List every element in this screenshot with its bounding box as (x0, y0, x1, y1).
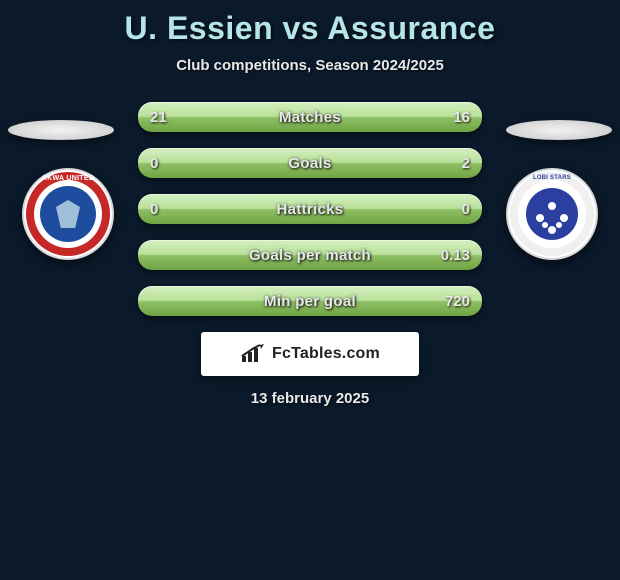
stat-value-right: 720 (445, 293, 470, 310)
stat-row: Min per goal 720 (138, 286, 482, 316)
stat-row: 0 Hattricks 0 (138, 194, 482, 224)
stats-area: AKWA UNITED LOBI STARS 21 Matches 16 (0, 102, 620, 316)
stat-row: Goals per match 0.13 (138, 240, 482, 270)
stat-row: 0 Goals 2 (138, 148, 482, 178)
stat-value-left: 21 (150, 109, 167, 126)
bar-chart-icon (240, 344, 266, 364)
stat-label: Goals (288, 155, 331, 172)
stat-value-left: 0 (150, 155, 158, 172)
stat-value-right: 0 (462, 201, 470, 218)
left-team-badge: AKWA UNITED (22, 168, 114, 260)
left-player-platform (8, 120, 114, 140)
date-label: 13 february 2025 (0, 390, 620, 407)
right-team-badge: LOBI STARS (506, 168, 598, 260)
stat-value-right: 16 (453, 109, 470, 126)
stat-value-left: 0 (150, 201, 158, 218)
stat-row: 21 Matches 16 (138, 102, 482, 132)
stat-label: Goals per match (249, 247, 371, 264)
stat-label: Matches (279, 109, 341, 126)
stat-label: Hattricks (277, 201, 344, 218)
brand-text: FcTables.com (272, 345, 380, 363)
brand-badge: FcTables.com (201, 332, 419, 376)
stat-rows: 21 Matches 16 0 Goals 2 0 Hattricks 0 Go… (138, 102, 482, 316)
stat-value-right: 0.13 (441, 247, 470, 264)
right-badge-text: LOBI STARS (506, 175, 598, 181)
stat-label: Min per goal (264, 293, 356, 310)
page-title: U. Essien vs Assurance (0, 10, 620, 47)
subtitle: Club competitions, Season 2024/2025 (0, 57, 620, 74)
stat-value-right: 2 (462, 155, 470, 172)
right-player-platform (506, 120, 612, 140)
left-badge-text: AKWA UNITED (22, 175, 114, 182)
